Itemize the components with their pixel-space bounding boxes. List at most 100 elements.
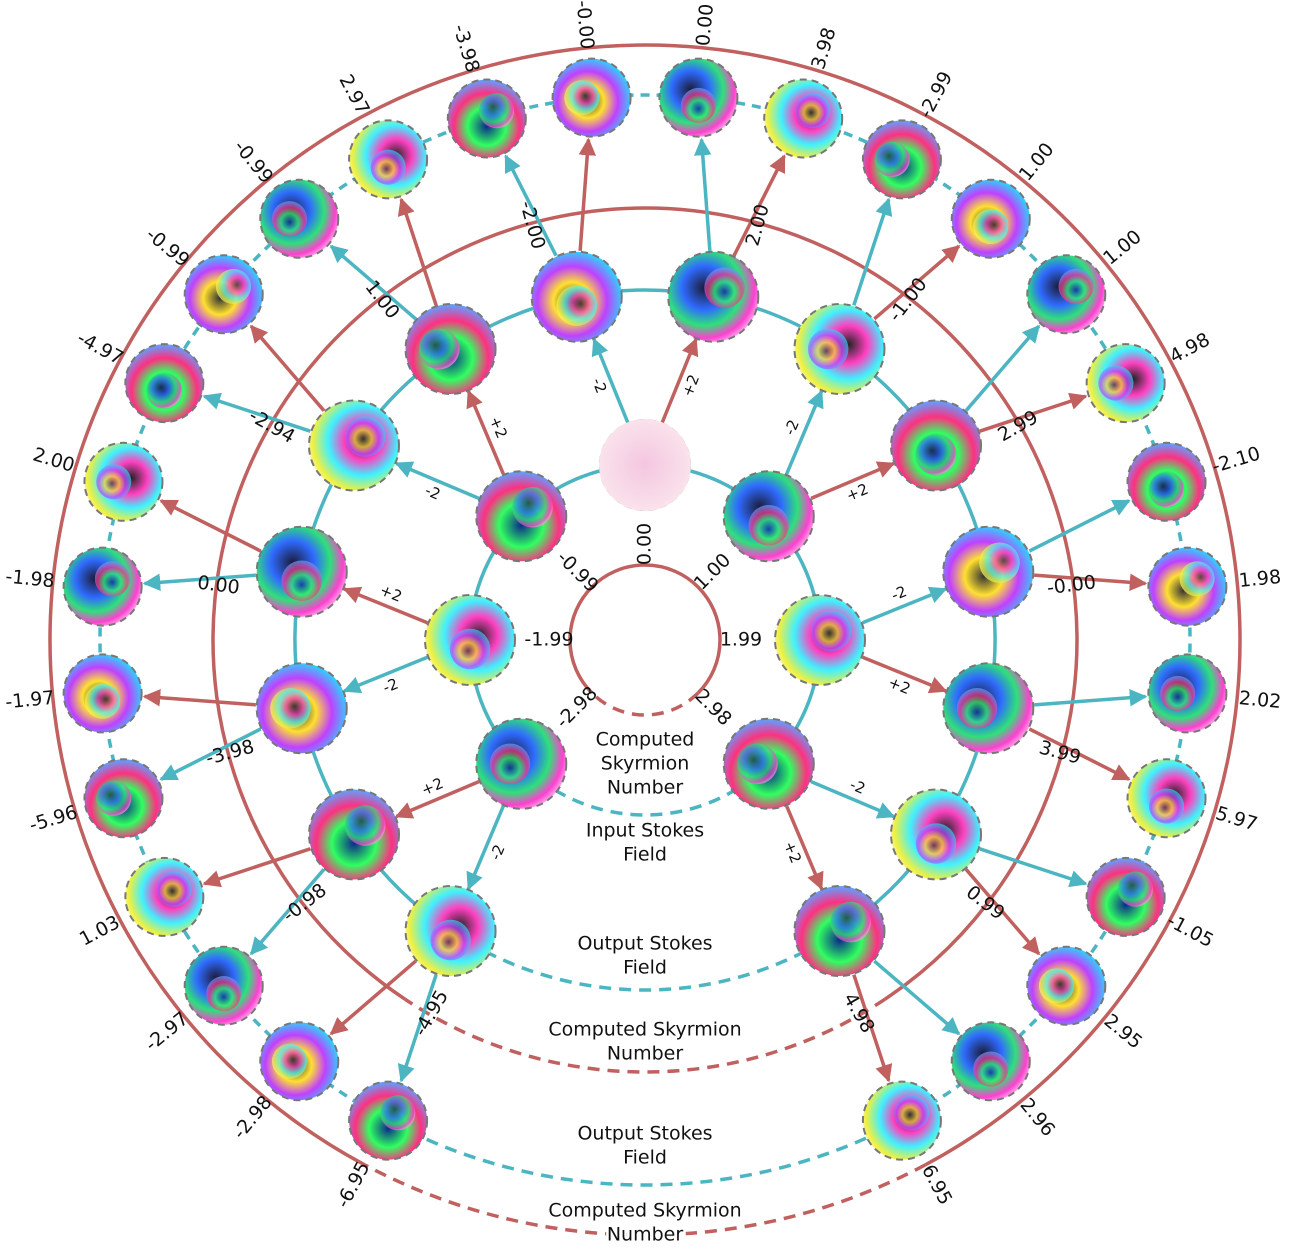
- arrow: [159, 499, 262, 553]
- skyrmion-number: 2.00: [741, 202, 773, 249]
- skyrmion-number: 0.99: [962, 881, 1009, 924]
- skyrmion-number: -2.94: [245, 404, 299, 448]
- arrow: [979, 392, 1088, 433]
- ring-caption: Skyrmion: [601, 753, 690, 775]
- output-field-1-overlay: [704, 267, 745, 308]
- ring-caption: Number: [607, 1224, 684, 1246]
- output-field-2-border: [1147, 653, 1228, 734]
- ring-arc: [98, 93, 1192, 1123]
- arrow: [202, 847, 311, 888]
- output-field-1-overlay: [270, 688, 311, 729]
- output-field-2-border: [1126, 441, 1207, 522]
- output-field-2-overlay: [1038, 968, 1075, 1004]
- output-field-2-overlay: [96, 464, 132, 500]
- output-field-1-border: [793, 885, 886, 978]
- input-field-border: [424, 594, 516, 686]
- output-field-1-border: [255, 662, 348, 755]
- skyrmion-number: 2.00: [30, 443, 77, 476]
- ring-gap-arc: [449, 929, 841, 992]
- output-field-1-overlay: [979, 542, 1020, 583]
- output-field-2-border: [124, 343, 205, 424]
- arrow: [861, 586, 948, 625]
- output-field-2-overlay: [215, 268, 252, 305]
- arrow: [329, 244, 417, 321]
- input-field-overlay: [512, 487, 553, 528]
- output-field-2-overlay: [1148, 472, 1185, 508]
- ring-caption: Input Stokes: [586, 820, 704, 842]
- arrow: [852, 974, 893, 1083]
- ring-caption: Computed Skyrmion: [548, 1019, 741, 1041]
- skyrmion-number: 1.98: [1238, 566, 1282, 592]
- skyrmion-number: 0.00: [692, 3, 718, 47]
- skyrmion-number: 2.02: [1238, 687, 1282, 713]
- output-field-2-overlay: [1098, 365, 1134, 401]
- arrow: [342, 655, 429, 694]
- ring-caption: Output Stokes: [577, 1123, 712, 1145]
- arrow: [394, 461, 480, 500]
- output-field-2-border: [1085, 343, 1166, 424]
- arrow: [466, 805, 505, 891]
- arrow: [1034, 573, 1148, 592]
- output-field-2-overlay: [380, 1095, 416, 1131]
- output-field-1-overlay: [281, 560, 322, 601]
- skyrmion-number: -3.98: [448, 22, 483, 75]
- output-field-2-overlay: [1117, 871, 1153, 907]
- output-field-1-border: [890, 788, 983, 881]
- ring-caption: Number: [607, 777, 684, 799]
- skyrmion-number: -1.97: [4, 687, 55, 714]
- transition-label: -2: [486, 842, 508, 863]
- output-field-2-overlay: [973, 208, 1009, 245]
- arrow: [504, 154, 558, 257]
- ring-caption: Field: [623, 957, 667, 979]
- output-field-2-border: [763, 78, 844, 159]
- input-field-center: [599, 419, 691, 511]
- output-field-2-overlay: [973, 1051, 1009, 1087]
- output-field-2-overlay: [96, 780, 132, 816]
- output-field-2-border: [83, 441, 164, 522]
- arrow: [329, 959, 417, 1036]
- output-field-2-border: [1026, 254, 1107, 335]
- output-field-2-overlay: [894, 1095, 930, 1131]
- input-field-border: [722, 717, 815, 810]
- output-field-2-overlay: [874, 141, 910, 177]
- output-field-1-overlay: [556, 285, 597, 326]
- output-field-2-border: [861, 1080, 942, 1161]
- output-field-1-border: [890, 399, 983, 492]
- skyrmion-number: 0.00: [634, 523, 656, 565]
- skyrmion-number: -2.98: [552, 682, 602, 732]
- output-field-2-overlay: [271, 201, 308, 237]
- arrow: [732, 154, 786, 257]
- ring-arc: [568, 563, 722, 695]
- output-field-1-overlay: [915, 434, 957, 475]
- skyrmion-number: 4.98: [1166, 329, 1214, 368]
- arrow: [397, 974, 438, 1083]
- output-field-2-border: [1026, 945, 1107, 1026]
- input-field-overlay: [489, 743, 531, 784]
- ring-caption: Field: [623, 844, 667, 866]
- arrow: [249, 324, 326, 412]
- transition-label: -2: [889, 582, 910, 604]
- arrow: [466, 389, 505, 475]
- output-field-1-overlay: [419, 328, 460, 370]
- output-field-2-overlay: [478, 93, 515, 129]
- output-field-2-border: [950, 1021, 1031, 1102]
- skyrmion-number: -0.99: [229, 136, 277, 188]
- output-field-1-overlay: [956, 688, 998, 729]
- output-field-2-border: [658, 57, 739, 138]
- transition-label: -2: [588, 375, 610, 396]
- ring-caption: Output Stokes: [577, 933, 712, 955]
- skyrmion-number: -2.97: [141, 1008, 193, 1056]
- skyrmion-number: -0.98: [279, 879, 331, 926]
- arrow: [810, 461, 896, 500]
- arrow: [142, 573, 256, 592]
- output-field-1-border: [530, 250, 623, 343]
- transition-label: -2: [422, 481, 443, 503]
- output-field-2-border: [124, 856, 205, 937]
- output-field-2-border: [1147, 546, 1228, 627]
- skyrmion-number: -2.99: [915, 68, 958, 122]
- skyrmion-number: -1.00: [884, 274, 931, 326]
- arrow: [1028, 499, 1131, 553]
- output-field-2-border: [259, 1021, 340, 1102]
- output-field-2-overlay: [1160, 675, 1196, 711]
